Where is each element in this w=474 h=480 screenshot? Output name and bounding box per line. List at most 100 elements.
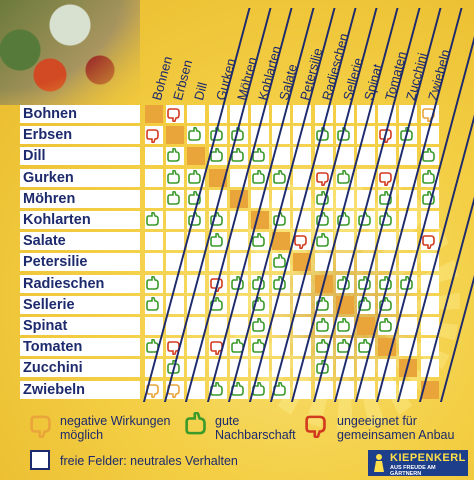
empty-cell — [293, 147, 312, 166]
empty-cell — [251, 189, 269, 208]
empty-cell — [145, 189, 163, 208]
thumbs-up-green-icon — [209, 233, 223, 247]
empty-cell — [272, 317, 291, 335]
empty-cell — [229, 359, 248, 378]
thumbs-up-green-icon — [146, 212, 159, 226]
thumbs-down-red-icon — [167, 108, 180, 122]
relation-cell — [293, 232, 312, 251]
empty-cell — [208, 359, 227, 378]
empty-cell — [145, 253, 163, 272]
thumbs-down-orange-icon — [30, 412, 56, 443]
thumbs-up-green-icon — [230, 275, 244, 290]
legend-unsuitable-text: ungeeignet für gemeinsamen Anbau — [337, 414, 455, 442]
thumbs-down-red-icon — [379, 171, 392, 186]
empty-cell — [399, 317, 418, 335]
thumbs-up-green-icon — [252, 275, 265, 290]
vegetables-photo — [0, 0, 140, 105]
thumbs-down-red-icon — [421, 235, 435, 250]
relation-cell — [208, 147, 227, 166]
thumbs-up-green-icon — [315, 233, 329, 247]
thumbs-up-green-icon — [209, 212, 223, 226]
empty-cell — [166, 211, 185, 229]
row-label-petersilie: Petersilie — [20, 253, 140, 272]
thumbs-up-green-icon — [167, 148, 180, 163]
relation-cell — [314, 232, 333, 251]
thumbs-up-green-icon — [188, 190, 202, 205]
empty-cell — [293, 380, 312, 399]
empty-cell — [272, 147, 291, 166]
empty-cell — [420, 317, 439, 335]
thumbs-up-green-icon — [421, 169, 435, 184]
empty-cell — [420, 359, 439, 378]
row-label-dill: Dill — [20, 147, 140, 166]
empty-cell — [357, 147, 375, 166]
thumbs-up-green-icon — [252, 148, 265, 163]
empty-cell — [145, 317, 163, 335]
empty-cell — [335, 359, 354, 378]
empty-cell — [335, 232, 354, 251]
relation-cell — [166, 147, 185, 166]
thumbs-up-green-icon — [230, 148, 244, 163]
relation-cell — [166, 168, 185, 187]
empty-cell — [166, 232, 185, 251]
empty-cell — [145, 168, 163, 187]
empty-cell — [187, 105, 206, 123]
logo-slogan: AUS FREUDE AM GÄRTNERN — [390, 465, 436, 477]
relation-cell — [251, 317, 269, 335]
thumbs-up-green-icon — [273, 169, 286, 184]
kiepenkerl-logo: KIEPENKERL AUS FREUDE AM GÄRTNERN — [368, 450, 468, 477]
relation-cell — [251, 147, 269, 166]
diagonal-cell — [166, 126, 185, 145]
relation-cell — [251, 232, 269, 251]
relation-cell — [166, 105, 185, 123]
row-label-tomaten: Tomaten — [20, 338, 140, 357]
legend-empty-text: freie Felder: neutrales Verhalten — [60, 454, 238, 468]
relation-cell — [145, 295, 163, 314]
empty-cell — [378, 147, 397, 166]
empty-cell — [314, 380, 333, 399]
empty-cell — [378, 380, 397, 399]
empty-cell — [357, 232, 375, 251]
row-label-zucchini: Zucchini — [20, 359, 140, 378]
diagonal-cell — [272, 232, 291, 251]
relation-cell — [145, 274, 163, 293]
thumbs-up-green-icon — [252, 318, 265, 332]
thumbs-up-green-icon — [188, 169, 202, 184]
thumbs-up-green-icon — [188, 212, 202, 226]
row-label-bohnen: Bohnen — [20, 105, 140, 123]
thumbs-up-green-icon — [252, 381, 265, 396]
thumbs-up-green-icon — [421, 148, 435, 163]
thumbs-up-green-icon — [273, 381, 286, 396]
relation-cell — [208, 232, 227, 251]
thumbs-up-green-icon — [336, 275, 350, 290]
thumbs-down-red-icon — [315, 171, 329, 186]
thumbs-down-red-icon — [379, 129, 392, 144]
thumbs-up-green-icon — [209, 148, 223, 163]
row-label-erbsen: Erbsen — [20, 126, 140, 145]
thumbs-up-green-icon — [358, 275, 371, 290]
empty-cell — [399, 380, 418, 399]
empty-cell — [314, 147, 333, 166]
thumbs-up-green-icon — [379, 190, 392, 205]
empty-cell — [229, 232, 248, 251]
empty-cell — [187, 380, 206, 399]
row-label-kohlarten: Kohlarten — [20, 211, 140, 229]
logo-brand: KIEPENKERL — [390, 452, 466, 464]
thumbs-up-green-icon — [185, 411, 211, 443]
thumbs-up-green-icon — [315, 360, 329, 375]
relation-cell — [251, 380, 269, 399]
legend-negative-text: negative Wirkungen möglich — [60, 414, 171, 442]
thumbs-up-green-icon — [252, 169, 265, 184]
relation-cell — [378, 317, 397, 335]
thumbs-up-green-icon — [315, 318, 329, 332]
empty-cell — [145, 147, 163, 166]
thumbs-up-green-icon — [252, 233, 265, 247]
relation-cell — [251, 168, 269, 187]
empty-cell — [293, 317, 312, 335]
kiepenkerl-figure-icon — [374, 454, 384, 472]
diagonal-cell — [145, 105, 163, 123]
empty-cell — [335, 147, 354, 166]
legend-empty-box — [30, 450, 50, 470]
relation-cell — [335, 317, 354, 335]
